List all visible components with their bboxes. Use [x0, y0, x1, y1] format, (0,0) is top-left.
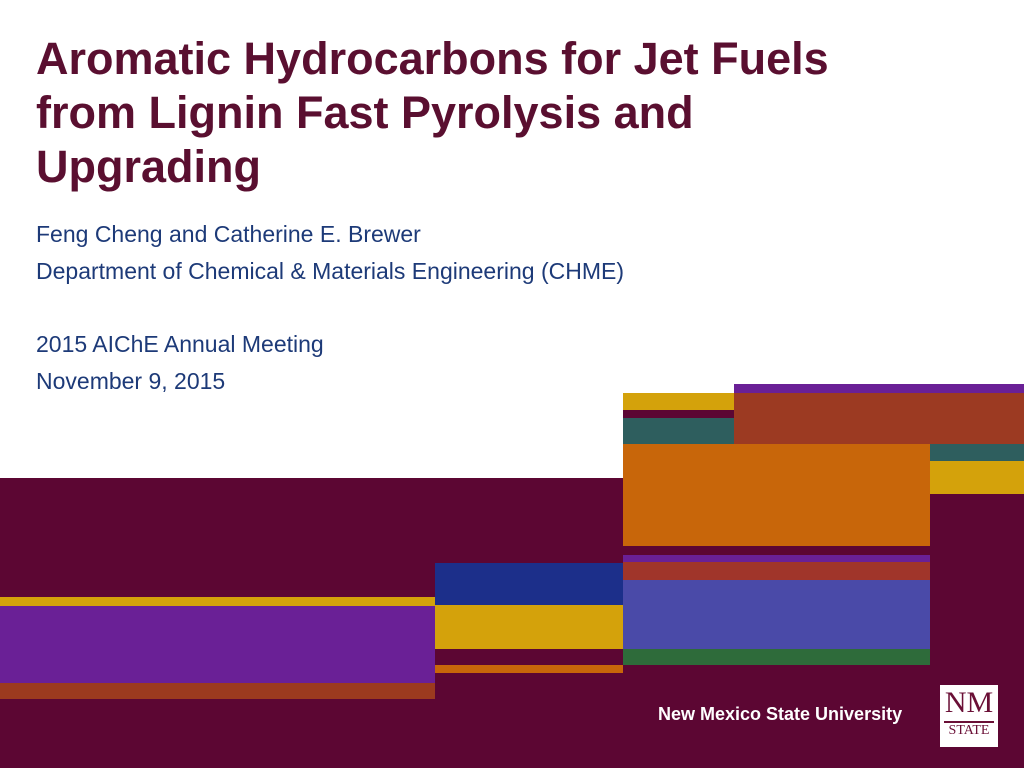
stripe	[623, 393, 734, 410]
department: Department of Chemical & Materials Engin…	[36, 258, 624, 284]
stripe	[623, 649, 930, 665]
stripe	[734, 384, 1024, 393]
stripe	[623, 410, 734, 418]
stripe	[435, 665, 623, 673]
logo: NM STATE	[940, 685, 998, 747]
stripe	[0, 683, 435, 699]
title-line: from Lignin Fast Pyrolysis and	[36, 87, 694, 138]
meeting: 2015 AIChE Annual Meeting	[36, 331, 324, 357]
stripe	[623, 555, 930, 562]
authors: Feng Cheng and Catherine E. Brewer	[36, 221, 421, 247]
logo-text: STATE	[944, 721, 994, 739]
logo-text: NM	[944, 686, 994, 719]
stripe	[734, 393, 1024, 444]
stripe	[0, 597, 435, 606]
stripe	[930, 461, 1024, 494]
university-name: New Mexico State University	[658, 704, 903, 724]
title-line: Aromatic Hydrocarbons for Jet Fuels	[36, 33, 829, 84]
stripe	[0, 606, 435, 683]
stripe	[435, 563, 623, 605]
stripe	[930, 444, 1024, 461]
stripe	[623, 562, 930, 580]
stripe	[623, 418, 734, 444]
stripe	[435, 605, 623, 649]
title-line: Upgrading	[36, 141, 261, 192]
date: November 9, 2015	[36, 368, 226, 394]
stripe	[623, 444, 930, 546]
stripe	[623, 580, 930, 649]
